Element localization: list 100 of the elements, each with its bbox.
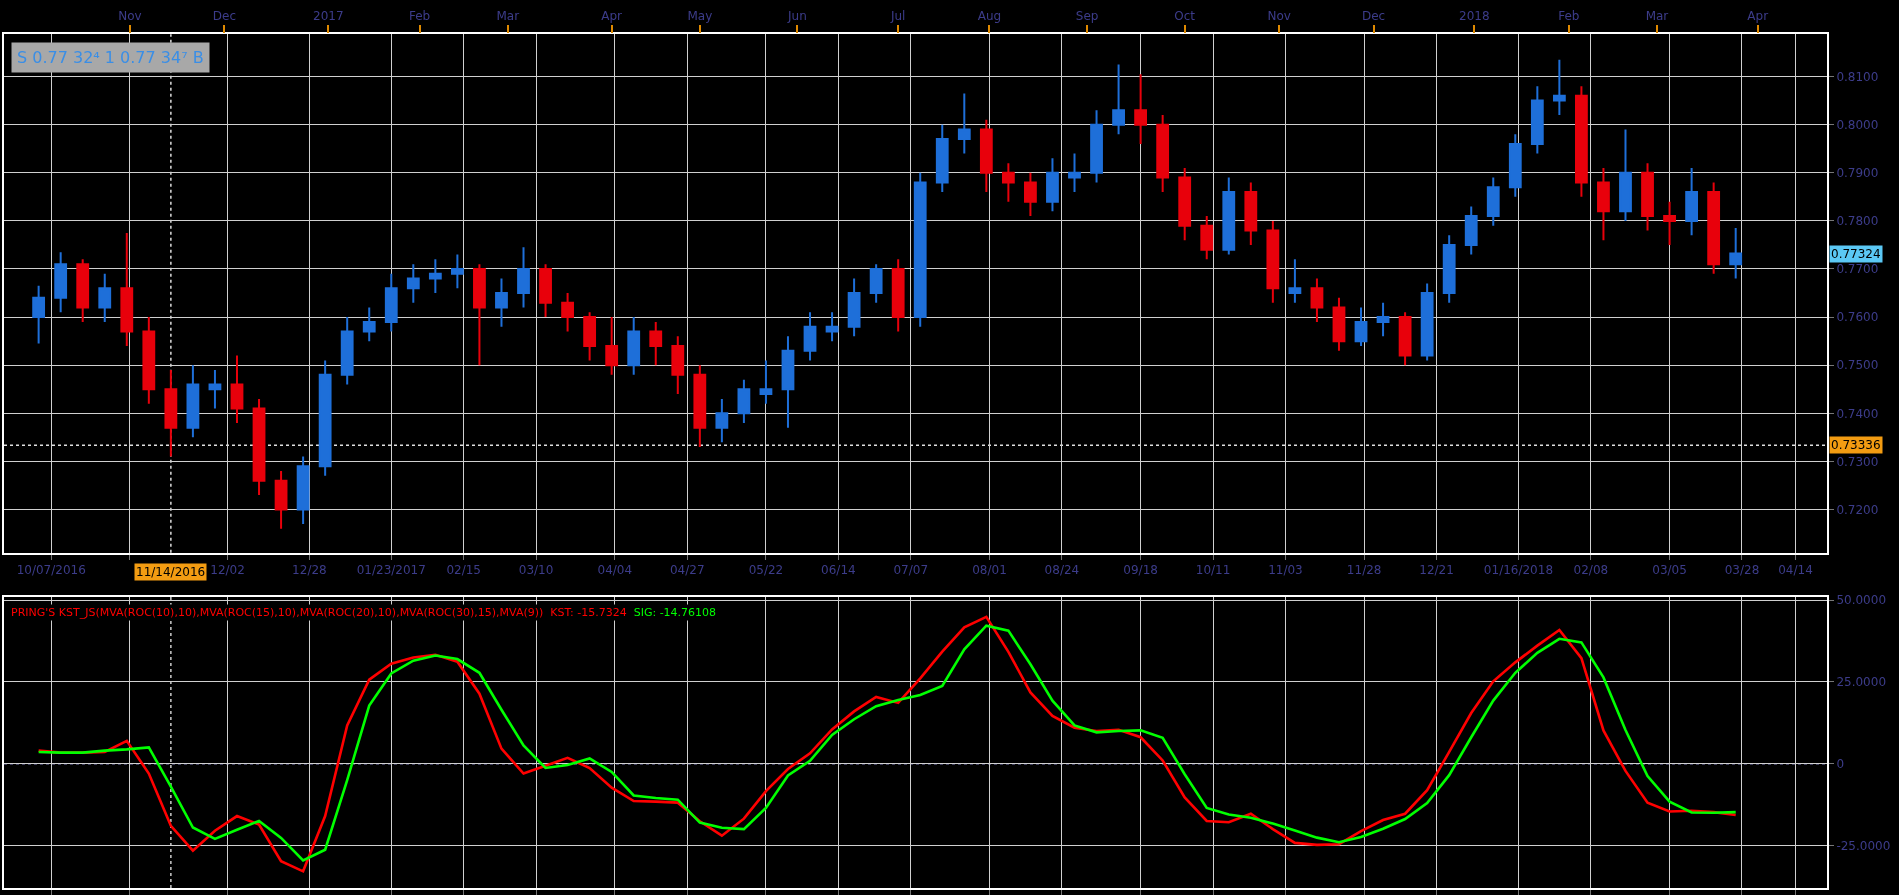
- candlestick: [979, 118, 993, 194]
- candlestick: [450, 253, 464, 290]
- x-tick-label: 12/02: [210, 563, 245, 578]
- candlestick: [142, 316, 156, 405]
- candlestick: [76, 258, 90, 323]
- candlestick: [935, 123, 949, 194]
- candlestick: [1068, 152, 1081, 194]
- candlestick: [539, 263, 552, 319]
- candlestick: [649, 320, 663, 367]
- candlestick: [737, 378, 751, 424]
- candlestick: [1244, 181, 1258, 246]
- x2-tick-label: Apr: [1747, 9, 1769, 24]
- candlestick: [1266, 219, 1280, 304]
- candlestick: [847, 277, 861, 338]
- candlestick: [1156, 114, 1170, 194]
- x-tick-label: 04/14: [1778, 563, 1813, 578]
- candlestick: [1552, 58, 1566, 117]
- text: 0.77324: [1831, 247, 1881, 261]
- y-tick-label: 0.7900: [1836, 165, 1879, 180]
- y-tick-label: 0.8000: [1836, 117, 1879, 132]
- candlestick: [517, 246, 530, 309]
- ref-line-label: 0.73336: [1831, 438, 1881, 452]
- candlestick: [1530, 85, 1544, 155]
- candlestick: [495, 277, 508, 328]
- x-tick-label: 03/28: [1724, 563, 1760, 578]
- candlestick: [1310, 277, 1324, 323]
- candlestick: [1046, 157, 1059, 213]
- x-tick-label: 09/18: [1123, 563, 1158, 578]
- x2-tick-label: Apr: [601, 9, 623, 24]
- candlestick: [627, 316, 641, 376]
- candlestick: [32, 284, 46, 345]
- candlestick: [208, 369, 222, 410]
- annotation: S 0.77 32⁴ 1 0.77 34⁷ B: [17, 48, 204, 67]
- x2-tick-label: 2017: [313, 9, 344, 24]
- candlestick: [891, 258, 905, 333]
- x-tick-label: 02/08: [1573, 563, 1609, 578]
- y-tick-label: 0.7300: [1836, 454, 1879, 469]
- x-tick-label: 07/07: [893, 563, 929, 578]
- candlestick: [340, 316, 354, 386]
- candlestick: [1178, 166, 1192, 242]
- x2-tick-label: Jul: [889, 9, 906, 24]
- x2-tick-label: Jun: [787, 9, 807, 24]
- candlestick: [1398, 311, 1412, 367]
- candlestick: [230, 354, 244, 424]
- candlestick: [1641, 162, 1654, 232]
- x2-tick-label: Nov: [118, 9, 142, 24]
- candlestick: [318, 359, 332, 477]
- x-tick-label: 11/28: [1346, 563, 1382, 578]
- x-tick-label: 10/07/2016: [16, 563, 86, 578]
- candlestick: [406, 263, 420, 304]
- y-tick-label: 0.7500: [1836, 358, 1879, 373]
- candlestick: [1200, 215, 1214, 261]
- candlestick: [252, 397, 266, 497]
- x-tick-label: 08/01: [972, 563, 1007, 578]
- candlestick: [1464, 205, 1478, 256]
- x-tick-label: 06/14: [821, 563, 856, 578]
- ref-line-label: 11/14/2016: [136, 565, 206, 579]
- x2-tick-label: Mar: [1645, 9, 1669, 24]
- candlestick: [428, 258, 442, 295]
- candlestick: [583, 311, 597, 362]
- y-tick-label: 0: [1836, 756, 1845, 771]
- x2-tick-label: Feb: [408, 9, 431, 24]
- candlestick: [1486, 176, 1500, 227]
- candlestick: [1112, 63, 1125, 136]
- x-tick-label: 04/27: [669, 563, 705, 578]
- x-tick-label: 11/03: [1268, 563, 1303, 578]
- candlestick: [1001, 162, 1015, 203]
- candlestick: [693, 364, 707, 448]
- candlestick: [1685, 166, 1699, 237]
- candlestick: [605, 316, 619, 376]
- x-tick-label: 04/04: [597, 563, 633, 578]
- candlestick: [781, 335, 795, 429]
- candlestick: [913, 171, 927, 328]
- candlestick: [561, 292, 574, 333]
- candlestick: [825, 311, 839, 343]
- candlestick: [164, 369, 178, 458]
- x-tick-label: 01/16/2018: [1483, 563, 1554, 578]
- x-tick-label: 08/24: [1044, 563, 1080, 578]
- candlestick: [1332, 296, 1346, 352]
- candlestick: [1508, 133, 1522, 198]
- candlestick: [1288, 258, 1302, 304]
- candlestick: [362, 306, 376, 343]
- candlestick: [1597, 166, 1610, 242]
- x-tick-label: 03/10: [518, 563, 554, 578]
- x2-tick-label: Nov: [1267, 9, 1291, 24]
- candlestick: [54, 251, 68, 314]
- candlestick: [1442, 234, 1456, 304]
- x2-tick-label: Feb: [1558, 9, 1580, 24]
- x-tick-label: 03/05: [1652, 563, 1687, 578]
- candlestick: [1134, 73, 1148, 145]
- candlestick: [1575, 85, 1588, 198]
- x2-tick-label: Mar: [496, 9, 520, 24]
- y-tick-label: 0.7600: [1836, 310, 1879, 325]
- candlestick: [473, 263, 486, 367]
- y-tick-label: 0.7200: [1836, 502, 1879, 517]
- candlestick: [1663, 200, 1676, 246]
- x-tick-label: 05/22: [748, 563, 784, 578]
- x-tick-label: 02/15: [446, 563, 481, 578]
- candlestick: [1619, 128, 1632, 222]
- candlestick: [296, 455, 310, 525]
